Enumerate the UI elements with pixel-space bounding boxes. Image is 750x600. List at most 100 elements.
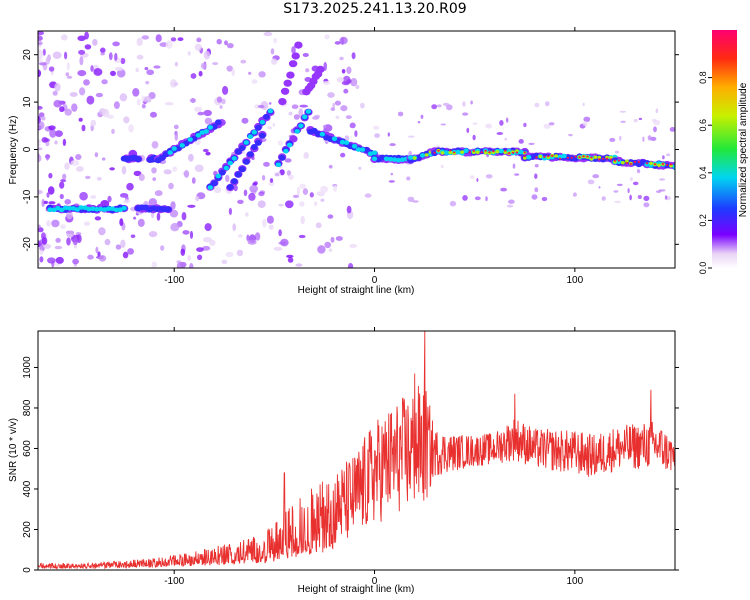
spectrogram-noise xyxy=(64,51,68,60)
spectrogram-ridge xyxy=(243,140,249,145)
spectrogram-noise xyxy=(545,101,550,107)
spectrogram-noise xyxy=(305,68,310,73)
spectrogram-noise xyxy=(485,174,493,179)
spectrogram-noise xyxy=(627,188,630,194)
spectrogram-noise xyxy=(228,207,232,215)
spectrogram-noise xyxy=(334,41,341,45)
spectrogram-noise xyxy=(73,243,78,249)
spectrogram-noise xyxy=(619,135,622,141)
spectrogram-noise xyxy=(120,57,126,65)
spectrogram-noise xyxy=(355,85,360,89)
spectrogram-ridge xyxy=(495,150,500,154)
spectrogram-ridge xyxy=(226,184,234,190)
spectrogram-noise xyxy=(66,237,71,246)
snr-line xyxy=(38,331,675,570)
spectrogram-noise xyxy=(314,201,318,207)
spectrogram-noise xyxy=(243,189,248,197)
spectrogram-noise xyxy=(189,263,194,268)
spectrogram-noise xyxy=(669,127,675,132)
spectrogram-noise xyxy=(101,157,106,161)
spectrogram-noise xyxy=(267,126,273,130)
spectrogram-noise xyxy=(38,147,43,151)
spectrogram-ridge xyxy=(231,156,237,161)
spectrogram-ridge xyxy=(419,153,426,158)
spectrogram-ridge xyxy=(302,114,308,120)
spectrogram-noise xyxy=(446,104,453,111)
spectrogram-xlabel: Height of straight line (km) xyxy=(298,285,415,296)
spectrogram-noise xyxy=(173,82,179,86)
spectrogram-noise xyxy=(86,95,95,105)
spectrogram-ridge xyxy=(645,162,649,165)
spectrogram-ridge xyxy=(551,154,554,157)
spectrogram-ridge xyxy=(523,151,526,154)
spectrogram-noise xyxy=(389,143,396,147)
spectrogram-ridge xyxy=(187,137,193,142)
spectrogram-ridge xyxy=(616,159,622,164)
spectrogram-noise xyxy=(194,43,202,51)
spectrogram-ridge xyxy=(259,132,266,139)
spectrogram-ridge xyxy=(371,150,378,156)
spectrogram-noise xyxy=(114,52,118,61)
spectrogram-noise xyxy=(314,114,321,119)
spectrogram-noise xyxy=(78,49,86,55)
spectrogram-noise xyxy=(49,129,57,138)
spectrogram-noise xyxy=(582,120,588,127)
spectrogram-noise xyxy=(632,181,639,186)
spectrogram-noise xyxy=(45,57,50,65)
spectrogram-ridge xyxy=(263,113,270,120)
spectrogram-noise xyxy=(55,256,64,264)
spectrogram-noise xyxy=(138,173,145,181)
spectrogram-noise xyxy=(141,35,150,40)
spectrogram-noise xyxy=(183,170,190,178)
spectrogram-noise xyxy=(293,114,300,120)
spectrogram-noise xyxy=(653,119,661,126)
spectrogram-xtick-label: 0 xyxy=(372,275,378,286)
spectrogram-noise xyxy=(320,198,325,202)
snr-ytick-label: 0 xyxy=(22,567,33,573)
spectrogram-noise xyxy=(72,237,79,246)
spectrogram-noise xyxy=(43,243,52,249)
spectrogram-noise xyxy=(658,189,666,192)
spectrogram-noise xyxy=(240,59,247,64)
spectrogram-ridge xyxy=(504,149,507,152)
spectrogram-ridge xyxy=(251,129,257,135)
spectrogram-noise xyxy=(512,163,516,169)
spectrogram-ridge xyxy=(448,150,453,155)
spectrogram-noise xyxy=(485,196,488,202)
spectrogram-ridge xyxy=(47,207,53,212)
colorbar-tick-label: 0.8 xyxy=(698,71,708,84)
spectrogram-ridge xyxy=(488,151,491,154)
spectrogram-noise xyxy=(346,66,352,74)
spectrogram-ridge xyxy=(371,156,378,161)
spectrogram-noise xyxy=(251,79,258,84)
spectrogram-noise xyxy=(470,100,473,105)
spectrogram-ridge xyxy=(134,156,142,163)
spectrogram-noise xyxy=(541,196,548,202)
spectrogram-noise xyxy=(79,191,88,201)
spectrogram-ridge xyxy=(598,158,601,161)
spectrogram-ridge xyxy=(238,145,246,151)
spectrogram-noise xyxy=(168,182,174,190)
spectrogram-noise xyxy=(299,201,305,207)
spectrogram-noise xyxy=(141,103,146,109)
spectrogram-noise xyxy=(62,138,67,146)
spectrogram-noise xyxy=(543,123,551,129)
spectrogram-noise xyxy=(638,117,643,121)
spectrogram-noise xyxy=(202,237,212,243)
spectrogram-noise xyxy=(54,245,63,250)
spectrogram-noise xyxy=(38,139,41,144)
spectrogram-noise xyxy=(196,37,202,43)
spectrogram-ridge xyxy=(498,148,504,154)
spectrogram-noise xyxy=(374,133,380,139)
snr-ytick-label: 400 xyxy=(22,480,33,497)
spectrogram-ytick-label: -20 xyxy=(22,237,33,252)
spectrogram-noise xyxy=(343,88,349,94)
spectrogram-noise xyxy=(327,214,334,219)
spectrogram-noise xyxy=(45,154,50,161)
spectrogram-noise xyxy=(39,62,47,66)
spectrogram-noise xyxy=(643,202,650,208)
spectrogram-noise xyxy=(406,176,411,181)
spectrogram-noise xyxy=(110,70,116,77)
spectrogram-noise xyxy=(233,184,238,192)
spectrogram-noise xyxy=(349,243,358,248)
